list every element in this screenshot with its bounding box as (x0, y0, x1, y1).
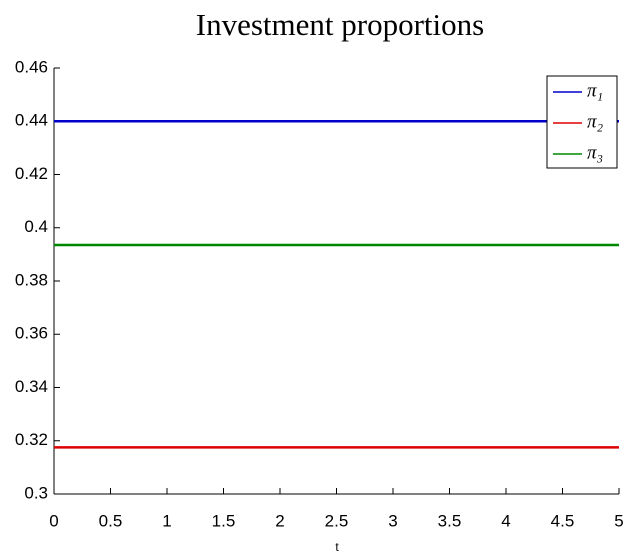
legend-label: π₃ (587, 142, 603, 163)
x-tick-label: 5 (614, 511, 623, 530)
legend-label: π₁ (587, 80, 603, 101)
y-tick-label: 0.42 (15, 164, 48, 183)
legend-label: π₂ (587, 111, 604, 132)
x-tick-label: 2 (275, 511, 284, 530)
y-tick-label: 0.38 (15, 270, 48, 289)
x-tick-label: 4 (501, 511, 510, 530)
y-tick-label: 0.46 (15, 57, 48, 76)
y-tick-label: 0.3 (24, 483, 48, 502)
x-tick-label: 4.5 (551, 511, 575, 530)
x-tick-label: 3 (388, 511, 397, 530)
chart-title: Investment proportions (196, 7, 484, 42)
y-tick-label: 0.32 (15, 430, 48, 449)
x-tick-label: 0 (49, 511, 58, 530)
y-tick-label: 0.36 (15, 324, 48, 343)
y-tick-label: 0.34 (15, 377, 48, 396)
x-tick-label: 3.5 (438, 511, 462, 530)
x-tick-label: 0.5 (99, 511, 123, 530)
x-tick-label: 2.5 (325, 511, 349, 530)
y-tick-label: 0.44 (15, 111, 48, 130)
y-tick-label: 0.4 (24, 217, 48, 236)
x-tick-label: 1 (162, 511, 171, 530)
x-axis-label: t (335, 540, 339, 554)
x-tick-label: 1.5 (212, 511, 236, 530)
